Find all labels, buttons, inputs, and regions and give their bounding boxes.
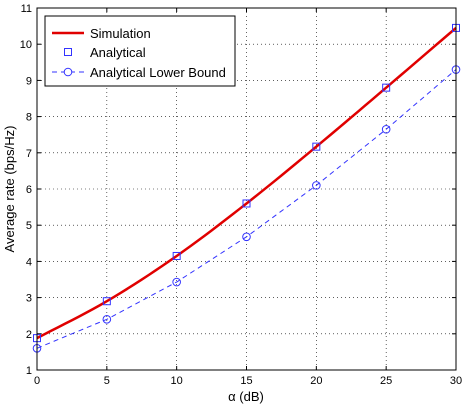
x-tick-label: 20: [310, 375, 322, 387]
analytical-point: [242, 199, 251, 208]
y-tick-label: 11: [21, 3, 32, 15]
x-tick-label: 5: [104, 375, 110, 387]
y-tick-label: 9: [26, 75, 32, 87]
axis-ticks: 0 5 10 15 20 25 30 1 2 3 4 5 6 7 8 9 10 11: [20, 3, 462, 387]
y-tick-label: 2: [26, 329, 32, 341]
y-tick-label: 1: [26, 365, 32, 377]
legend: Simulation Analytical Analytical Lower B…: [44, 15, 236, 87]
y-axis-label: Average rate (bps/Hz): [2, 126, 17, 253]
legend-analytical-marker: [64, 48, 72, 56]
lower-bound-point: [242, 232, 251, 242]
lower-bound-point: [381, 124, 391, 134]
x-tick-label: 25: [380, 375, 392, 387]
analytical-point: [102, 297, 111, 306]
x-tick-label: 0: [34, 375, 40, 387]
series-layer: [32, 23, 461, 353]
analytical-point: [312, 142, 321, 151]
x-tick-label: 10: [171, 375, 183, 387]
series-lower-bound-line: [36, 69, 457, 349]
axis-labels: α (dB) Average rate (bps/Hz): [2, 126, 264, 404]
lower-bound-point: [312, 181, 321, 190]
lower-bound-point: [172, 277, 181, 287]
plot-frame: [36, 7, 457, 371]
y-tick-label: 10: [20, 39, 32, 51]
legend-lower-bound-label: Analytical Lower Bound: [90, 65, 226, 80]
legend-lower-bound-marker: [63, 67, 73, 77]
x-tick-label: 30: [450, 375, 462, 387]
legend-simulation-label: Simulation: [90, 26, 151, 41]
y-tick-label: 6: [26, 184, 32, 196]
lower-bound-point: [102, 315, 112, 324]
y-tick-label: 4: [26, 256, 32, 268]
analytical-point: [172, 251, 181, 260]
x-axis-label: α (dB): [228, 389, 264, 404]
series-simulation-line: [36, 26, 457, 340]
x-tick-label: 15: [240, 375, 252, 387]
analytical-point: [382, 83, 391, 92]
legend-analytical-label: Analytical: [90, 45, 146, 60]
legend-box: [44, 15, 236, 87]
y-tick-label: 7: [26, 148, 32, 160]
y-tick-label: 3: [26, 293, 32, 305]
y-tick-label: 8: [26, 112, 32, 124]
y-tick-label: 5: [26, 220, 32, 232]
